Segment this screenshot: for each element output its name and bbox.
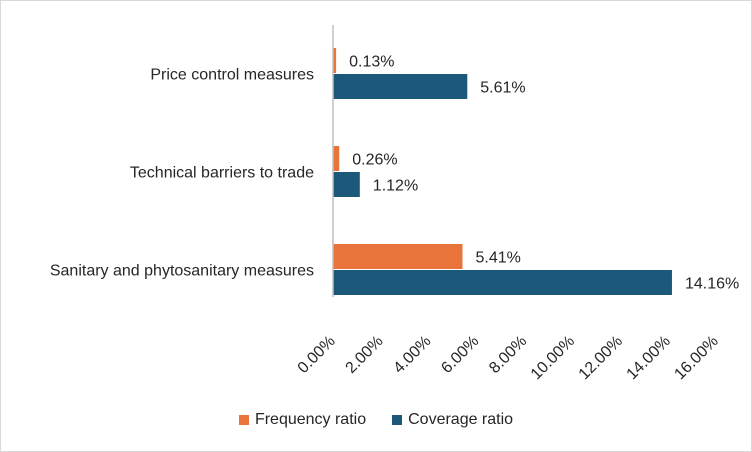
x-tick-label-8: 16.00% [671,333,721,383]
category-label-technical-barriers-to-trade: Technical barriers to trade [130,165,314,182]
legend-swatch-frequency [239,415,249,425]
legend-swatch-coverage [392,415,402,425]
data-label-frequency-ratio-technical-barriers-to-trade: 0.26% [352,152,397,169]
x-tick-label-2: 4.00% [390,333,434,377]
x-tick-label-6: 12.00% [576,333,626,383]
legend-item-coverage: Coverage ratio [392,411,513,429]
x-tick-label-1: 2.00% [343,333,387,377]
legend-label-frequency: Frequency ratio [255,411,366,429]
bar-chart: Price control measures Technical barriers… [1,1,751,401]
x-tick-label-7: 14.00% [624,333,674,383]
data-label-frequency-ratio-price-control-measures: 0.13% [349,54,394,71]
legend-item-frequency: Frequency ratio [239,411,366,429]
x-tick-label-4: 8.00% [486,333,530,377]
category-label-sanitary-and-phytosanitary-measures: Sanitary and phytosanitary measures [50,263,314,280]
data-label-coverage-ratio-sanitary-and-phytosanitary-measures: 14.16% [685,276,739,293]
bar-frequency-ratio-technical-barriers-to-trade [333,146,339,171]
bar-coverage-ratio-technical-barriers-to-trade [333,172,360,197]
data-label-coverage-ratio-price-control-measures: 5.61% [480,80,525,97]
data-label-frequency-ratio-sanitary-and-phytosanitary-measures: 5.41% [476,250,521,267]
data-label-coverage-ratio-technical-barriers-to-trade: 1.12% [373,178,418,195]
bar-frequency-ratio-sanitary-and-phytosanitary-measures [333,244,463,269]
category-label-price-control-measures: Price control measures [150,67,314,84]
bar-coverage-ratio-sanitary-and-phytosanitary-measures [333,270,672,295]
legend-label-coverage: Coverage ratio [408,411,513,429]
x-tick-label-3: 6.00% [438,333,482,377]
bar-coverage-ratio-price-control-measures [333,74,467,99]
legend: Frequency ratio Coverage ratio [1,411,751,429]
chart-frame: Price control measures Technical barriers… [0,0,752,452]
x-tick-label-5: 10.00% [528,333,578,383]
x-tick-label-0: 0.00% [295,333,339,377]
